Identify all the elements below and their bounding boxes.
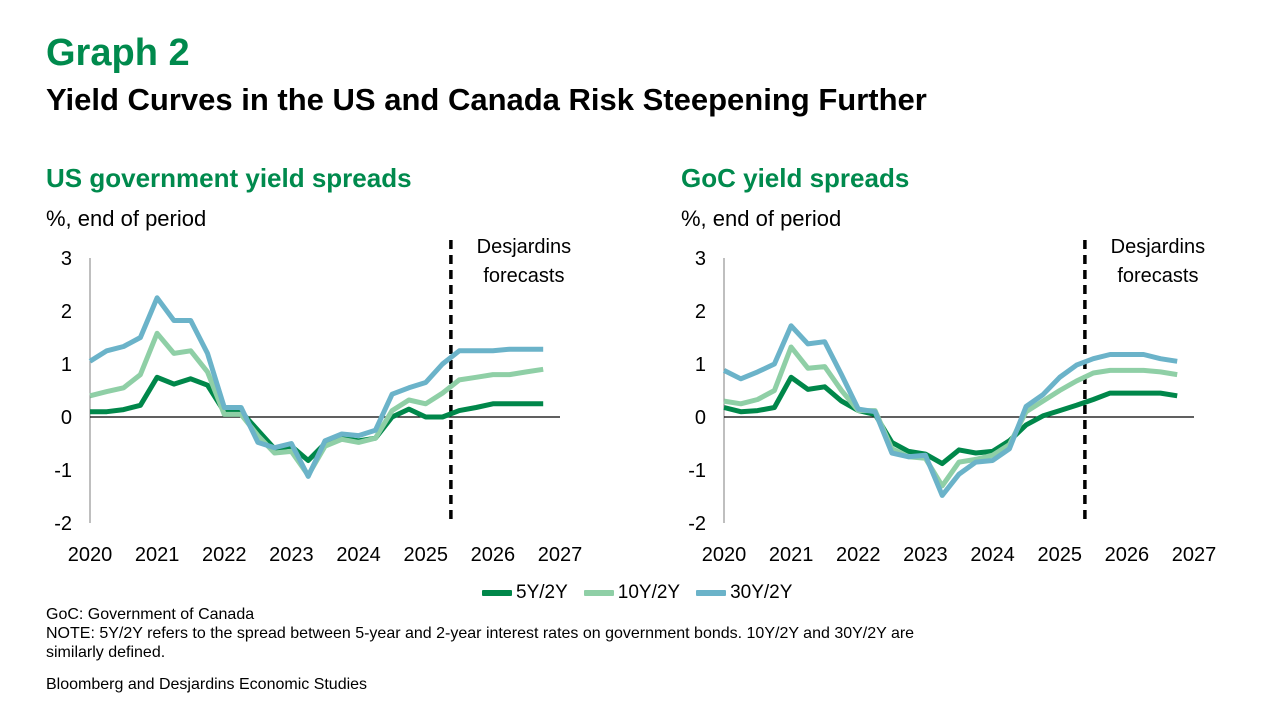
- us-x-tick-label: 2023: [269, 544, 314, 566]
- legend-item-30y2y: 30Y/2Y: [696, 582, 792, 604]
- us-series-line-30y2y: [88, 295, 544, 479]
- goc-forecast-label: forecasts: [1117, 265, 1198, 287]
- goc-series-line-30y2y: [722, 323, 1178, 498]
- goc-y-tick-label: -1: [688, 460, 706, 482]
- abbreviation-note: GoC: Government of Canada: [46, 606, 255, 623]
- goc-x-tick-label: 2020: [702, 544, 747, 566]
- goc-panel-unit: %, end of period: [681, 206, 842, 231]
- us-x-tick-label: 2024: [336, 544, 381, 566]
- us-panel-title: US government yield spreads: [46, 163, 412, 193]
- us-x-tick-label: 2027: [538, 544, 583, 566]
- graph-label: Graph 2: [46, 32, 190, 74]
- goc-series-line-5y2y: [723, 374, 1178, 467]
- legend-swatch-30y2y: [696, 590, 727, 596]
- us-y-tick-label: -1: [54, 460, 72, 482]
- goc-x-tick-label: 2024: [970, 544, 1015, 566]
- source-note: Bloomberg and Desjardins Economic Studie…: [46, 676, 368, 693]
- legend-item-5y2y: 5Y/2Y: [482, 582, 568, 604]
- legend-swatch-5y2y: [482, 590, 512, 596]
- us-x-tick-label: 2025: [403, 544, 448, 566]
- us-x-tick-label: 2026: [471, 544, 516, 566]
- us-y-tick-label: 1: [61, 354, 72, 376]
- goc-forecast-label: Desjardins: [1111, 236, 1205, 258]
- us-y-tick-label: 2: [61, 301, 72, 323]
- goc-y-tick-label: 2: [695, 301, 706, 323]
- goc-x-tick-label: 2027: [1172, 544, 1217, 566]
- us-x-tick-label: 2021: [135, 544, 180, 566]
- goc-x-tick-label: 2025: [1037, 544, 1082, 566]
- goc-series-line-10y2y: [723, 344, 1178, 489]
- goc-x-tick-label: 2022: [836, 544, 881, 566]
- goc-x-tick-label: 2021: [769, 544, 814, 566]
- goc-y-tick-label: -2: [688, 513, 706, 535]
- legend-label-30y2y: 30Y/2Y: [730, 582, 793, 603]
- definition-note: NOTE: 5Y/2Y refers to the spread between…: [46, 625, 915, 661]
- goc-x-tick-label: 2026: [1105, 544, 1150, 566]
- us-yield-spread-chart: 3 2 1 0 -1 -2 2020 2021 2022 2023 2024 2025 2026 2027…: [54, 236, 583, 566]
- goc-y-tick-label: 3: [695, 248, 706, 270]
- goc-x-tick-label: 2023: [903, 544, 948, 566]
- us-series-line-5y2y: [90, 374, 544, 463]
- graph-title: Yield Curves in the US and Canada Risk S…: [46, 82, 927, 117]
- legend-swatch-10y2y: [583, 590, 614, 596]
- legend-item-10y2y: 10Y/2Y: [583, 582, 681, 604]
- goc-yield-spread-chart: 3 2 1 0 -1 -2 2020 2021 2022 2023 2024 2025 2026 2027…: [688, 236, 1217, 566]
- goc-panel-title: GoC yield spreads: [681, 163, 910, 193]
- goc-y-tick-label: 1: [695, 354, 706, 376]
- us-y-tick-label: -2: [54, 513, 72, 535]
- us-y-tick-label: 3: [61, 248, 72, 270]
- us-y-tick-label: 0: [61, 407, 72, 429]
- us-panel-unit: %, end of period: [46, 206, 207, 231]
- us-x-tick-label: 2022: [202, 544, 247, 566]
- goc-y-tick-label: 0: [695, 407, 706, 429]
- chart-legend: 5Y/2Y 10Y/2Y 30Y/2Y: [482, 580, 792, 606]
- us-forecast-label: forecasts: [483, 265, 564, 287]
- us-forecast-label: Desjardins: [477, 236, 571, 258]
- legend-label-5y2y: 5Y/2Y: [516, 582, 568, 603]
- us-x-tick-label: 2020: [68, 544, 113, 566]
- legend-label-10y2y: 10Y/2Y: [617, 582, 681, 603]
- footnotes: GoC: Government of Canada NOTE: 5Y/2Y re…: [46, 605, 946, 662]
